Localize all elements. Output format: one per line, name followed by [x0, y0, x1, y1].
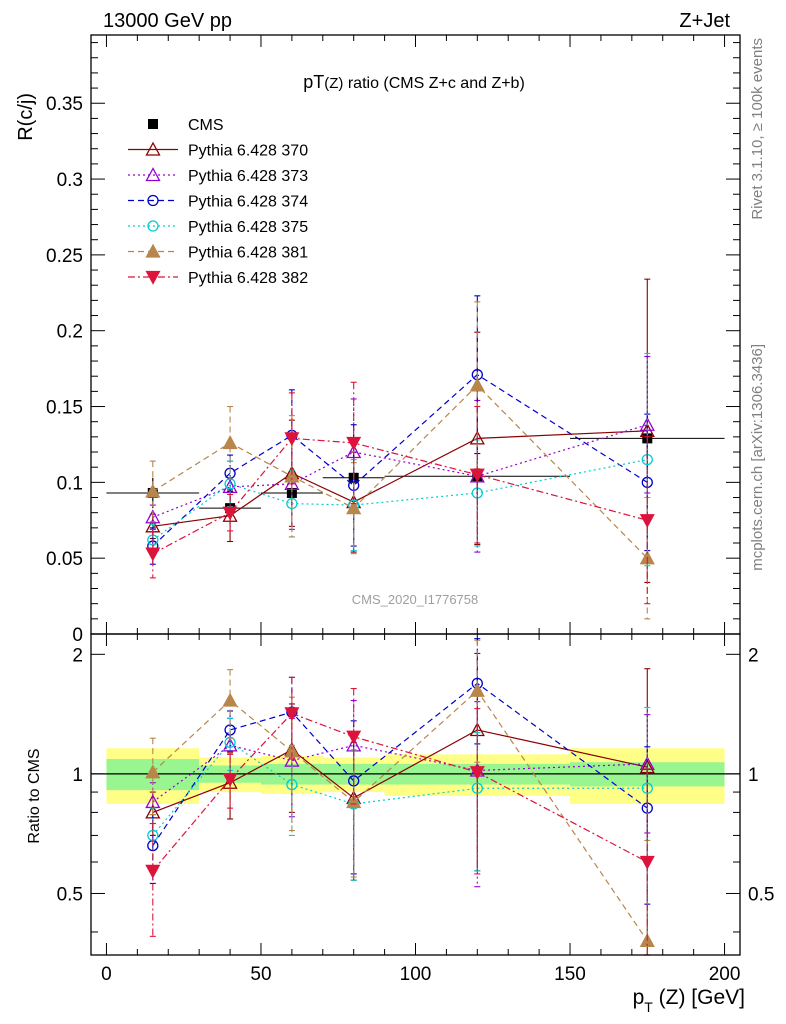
data-point — [224, 736, 236, 749]
y-tick-label: 0.05 — [46, 549, 83, 570]
data-point — [469, 766, 485, 780]
data-point — [346, 500, 362, 515]
ratio-y-tick-label: 2 — [72, 645, 83, 666]
ratio-y-tick-label-right: 0.5 — [748, 884, 774, 905]
data-point — [284, 707, 300, 722]
series-line — [152, 689, 648, 942]
ratio-panel-data — [145, 638, 655, 956]
data-point — [348, 775, 360, 787]
data-point — [641, 782, 653, 794]
data-point — [145, 483, 161, 498]
data-point — [469, 377, 485, 392]
ratio-y-tick-label: 1 — [72, 765, 83, 786]
data-point — [145, 864, 161, 879]
data-point — [346, 794, 362, 809]
series-line — [152, 744, 648, 803]
data-point — [471, 782, 483, 794]
data-point — [222, 773, 238, 787]
legend-marker — [147, 220, 159, 232]
legend-label: CMS — [188, 117, 224, 134]
y-tick-label: 0.35 — [46, 94, 83, 115]
legend-marker — [148, 119, 158, 129]
data-point — [145, 764, 161, 779]
legend-marker — [145, 141, 161, 156]
mcplots-reference-label: mcplots.cern.ch [arXiv:1306.3436] — [749, 344, 766, 571]
data-point — [222, 435, 238, 450]
header-left-label: 13000 GeV pp — [103, 10, 232, 32]
series-line — [152, 384, 648, 559]
x-tick-label: 0 — [101, 964, 112, 985]
data-point — [284, 432, 300, 447]
ratio-y-tick-label: 0.5 — [57, 884, 83, 905]
legend-marker — [147, 194, 159, 207]
series-line — [152, 741, 648, 836]
series-line — [152, 729, 648, 813]
y-tick-label: 0.25 — [46, 246, 83, 267]
data-point — [469, 468, 485, 483]
legend-marker — [145, 167, 161, 182]
legend: CMS Pythia 6.428 370 Pythia 6.428 373 Pythi… — [128, 117, 308, 287]
legend-label: Pythia 6.428 381 — [188, 245, 308, 262]
series-line — [152, 712, 648, 872]
data-point — [639, 855, 655, 870]
header-right-label: Z+Jet — [679, 10, 730, 32]
legend-label: Pythia 6.428 375 — [188, 219, 308, 236]
data-point — [346, 730, 362, 745]
legend-label: Pythia 6.428 374 — [188, 194, 308, 211]
y-tick-label: 0.2 — [57, 322, 83, 343]
legend-label: Pythia 6.428 370 — [188, 143, 308, 160]
y-tick-label: 0.1 — [57, 473, 83, 494]
data-point — [145, 547, 161, 562]
data-point — [222, 506, 238, 521]
x-tick-label: 50 — [250, 964, 271, 985]
data-point — [145, 509, 161, 524]
legend-marker — [145, 243, 161, 258]
rivet-version-label: Rivet 3.1.10, ≥ 100k events — [749, 38, 766, 220]
data-point — [222, 692, 238, 707]
legend-marker — [145, 270, 161, 285]
x-tick-label: 200 — [709, 964, 741, 985]
ratio-y-tick-label-right: 2 — [748, 645, 759, 666]
axes: 0 50 100 150 200 0 0.05 0.1 0.15 0.2 0.25 0.3 0.35 0.… — [46, 34, 774, 985]
ratio-y-axis-label: Ratio to CMS — [26, 748, 43, 843]
data-point — [639, 514, 655, 529]
main-panel-data — [106, 278, 725, 620]
legend-label: Pythia 6.428 373 — [188, 168, 308, 185]
x-tick-label: 150 — [554, 964, 586, 985]
x-tick-label: 100 — [400, 964, 432, 985]
data-point — [469, 682, 485, 697]
y-tick-label: 0 — [72, 625, 83, 646]
data-point — [284, 468, 300, 483]
main-y-axis-label: R(c/j) — [15, 93, 37, 141]
series-line — [152, 430, 648, 527]
y-tick-label: 0.15 — [46, 398, 83, 419]
legend-label: Pythia 6.428 382 — [188, 270, 308, 287]
y-tick-label: 0.3 — [57, 170, 83, 191]
data-point — [145, 794, 161, 809]
series-line — [152, 459, 648, 541]
main-title: pT(Z) ratio (CMS Z+c and Z+b) — [303, 72, 525, 92]
analysis-watermark: CMS_2020_I1776758 — [352, 592, 479, 607]
series-line — [152, 437, 648, 555]
ratio-panel-background — [91, 748, 740, 804]
x-axis-label: pT (Z) [GeV] — [633, 986, 745, 1015]
ratio-y-tick-label-right: 1 — [748, 765, 759, 786]
series-line — [152, 373, 648, 547]
series-line — [152, 682, 648, 846]
data-point — [346, 436, 362, 451]
